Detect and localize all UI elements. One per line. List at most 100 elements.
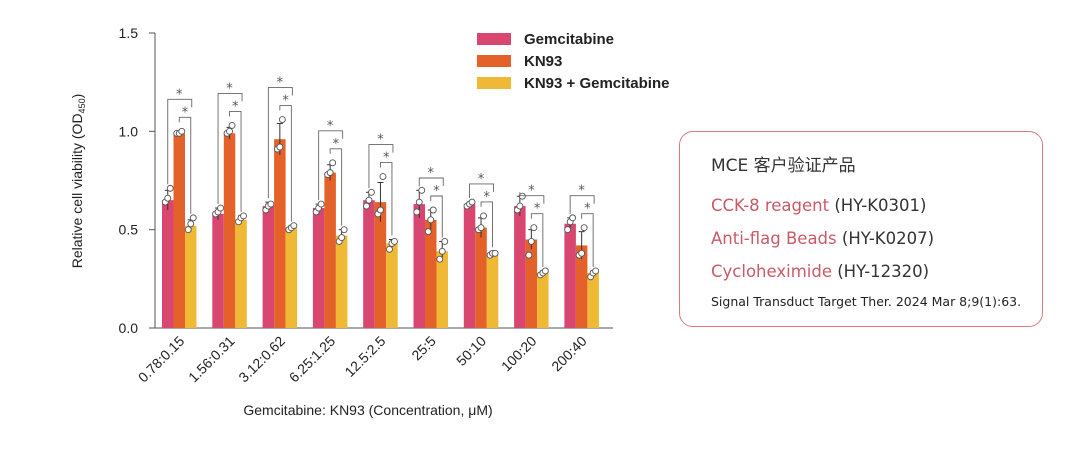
product-item[interactable]: Cycloheximide (HY-12320) xyxy=(711,262,929,281)
significance-bracket xyxy=(380,162,393,236)
legend-label: KN93 + Gemcitabine xyxy=(524,75,669,92)
bar xyxy=(185,225,197,328)
bar xyxy=(363,200,375,328)
x-tick-label: 0.78:0.15 xyxy=(135,333,188,386)
data-point xyxy=(527,238,535,245)
product-item[interactable]: CCK-8 reagent (HY-K0301) xyxy=(711,196,926,215)
significance-bracket xyxy=(530,213,544,267)
product-name-anti-flag-beads[interactable]: Anti-flag Beads xyxy=(711,229,837,248)
data-point xyxy=(516,202,524,210)
significance-bracket xyxy=(368,144,394,189)
significance-bracket xyxy=(469,183,494,199)
data-point xyxy=(436,255,444,263)
data-point xyxy=(317,200,325,208)
x-tick-label: 6.25:1.25 xyxy=(286,333,339,386)
significance-star: * xyxy=(327,119,334,134)
data-point xyxy=(164,194,172,202)
x-tick-label: 12.5:2.5 xyxy=(341,333,388,380)
bar xyxy=(262,206,275,328)
data-point xyxy=(267,200,275,208)
bar-chart: 0.0 0.5 1.0 1.5 Relative cell viability (OD4… xyxy=(69,25,669,418)
data-point xyxy=(178,127,186,135)
bar xyxy=(475,227,487,328)
significance-star: * xyxy=(176,87,183,102)
product-name-cycloheximide[interactable]: Cycloheximide xyxy=(711,262,832,281)
data-point xyxy=(578,249,586,257)
info-title: MCE 客户验证产品 xyxy=(711,156,856,176)
y-axis-label: Relative cell viability (OD450) xyxy=(69,94,87,269)
bar xyxy=(514,206,526,328)
data-point xyxy=(226,127,234,135)
data-point xyxy=(541,267,549,275)
bar xyxy=(486,253,499,328)
data-point xyxy=(329,159,337,167)
significance-star: * xyxy=(578,184,585,199)
data-point xyxy=(438,247,446,255)
x-tick-label: 100:20 xyxy=(498,333,540,375)
y-tick-label: 0.5 xyxy=(119,222,139,238)
data-point xyxy=(276,143,284,151)
significance-star: * xyxy=(428,166,435,181)
data-point xyxy=(326,169,334,177)
data-point xyxy=(580,224,588,232)
legend-swatch xyxy=(477,77,511,89)
data-point xyxy=(290,222,298,230)
significance-bracket xyxy=(329,148,343,226)
significance-bracket xyxy=(167,98,193,185)
data-point xyxy=(415,198,423,206)
bar xyxy=(173,133,185,328)
significance-star: * xyxy=(277,76,284,91)
x-tick-label: 25:5 xyxy=(408,333,439,364)
x-tick-label: 1.56:0.31 xyxy=(185,333,238,386)
data-point xyxy=(379,173,387,181)
significance-star: * xyxy=(478,172,485,187)
data-point xyxy=(569,214,577,222)
bar xyxy=(537,272,549,328)
bar xyxy=(587,272,599,328)
data-point xyxy=(413,208,421,216)
legend-swatch xyxy=(477,33,511,45)
product-item[interactable]: Anti-flag Beads (HY-K0207) xyxy=(711,229,934,248)
bar xyxy=(285,227,298,328)
data-point xyxy=(491,249,499,257)
bar xyxy=(425,219,437,328)
bar xyxy=(564,223,576,328)
data-point xyxy=(518,192,526,200)
data-point xyxy=(377,206,384,214)
significance-bracket xyxy=(229,110,242,212)
data-point xyxy=(391,238,398,245)
bar xyxy=(162,200,174,328)
product-info-box: MCE 客户验证产品 CCK-8 reagent (HY-K0301) Anti… xyxy=(679,131,1043,327)
data-point xyxy=(427,216,435,224)
data-point xyxy=(187,220,195,228)
significance-bracket xyxy=(217,92,243,205)
bar xyxy=(324,172,336,328)
data-point xyxy=(424,228,432,236)
data-point xyxy=(477,224,485,232)
significance-bracket xyxy=(279,105,292,222)
significance-star: * xyxy=(282,94,289,109)
significance-star: * xyxy=(433,184,440,199)
significance-star: * xyxy=(534,202,541,217)
y-tick-label: 1.5 xyxy=(119,25,139,41)
significance-star: * xyxy=(383,151,390,166)
significance-bracket xyxy=(430,195,443,238)
bar xyxy=(413,204,425,328)
significance-star: * xyxy=(584,202,591,217)
product-name-cck8[interactable]: CCK-8 reagent xyxy=(711,196,830,215)
x-tick-label: 3.12:0.62 xyxy=(235,333,288,386)
data-point xyxy=(184,226,192,234)
data-point xyxy=(468,198,476,206)
x-tick-label: 200:40 xyxy=(548,333,590,375)
bar xyxy=(235,219,247,328)
data-point xyxy=(365,196,373,204)
data-point xyxy=(530,224,538,232)
data-point xyxy=(340,226,348,234)
significance-bracket xyxy=(480,201,493,248)
significance-bracket xyxy=(318,130,344,201)
significance-star: * xyxy=(232,99,239,114)
bar xyxy=(212,213,224,328)
bar xyxy=(374,202,387,328)
legend-label: KN93 xyxy=(524,53,562,70)
y-tick-label: 0.0 xyxy=(119,320,139,336)
